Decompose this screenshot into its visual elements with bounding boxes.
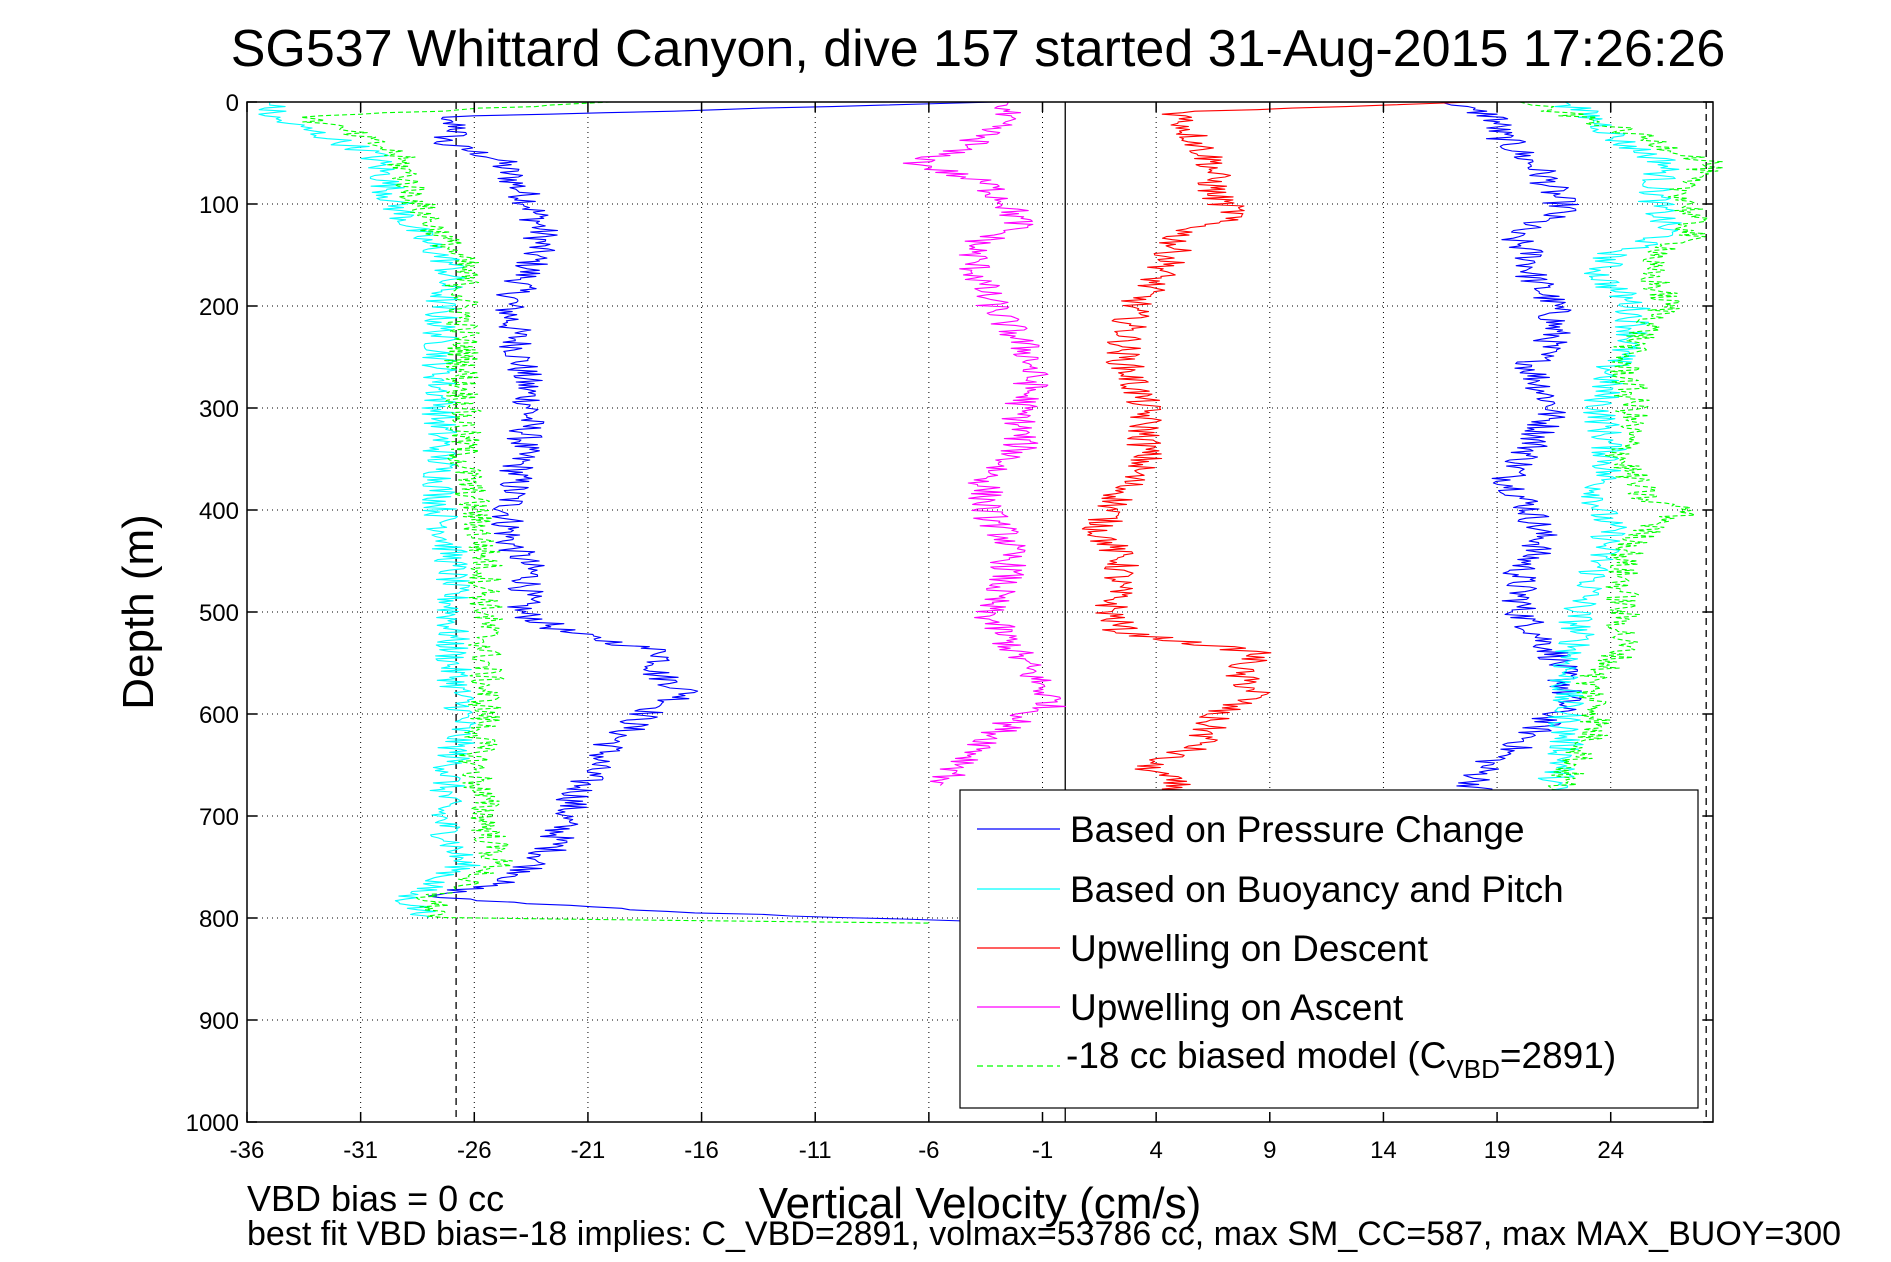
legend-label-buoyancy: Based on Buoyancy and Pitch	[1070, 869, 1564, 910]
y-axis-label: Depth (m)	[114, 514, 163, 710]
legend-label-pressure: Based on Pressure Change	[1070, 809, 1525, 850]
x-tick-label: -36	[230, 1137, 265, 1164]
y-tick-label: 100	[199, 192, 239, 219]
y-tick-label: 600	[199, 702, 239, 729]
x-tick-label: -21	[571, 1137, 606, 1164]
x-tick-label: 14	[1370, 1137, 1397, 1164]
x-tick-label: 9	[1263, 1137, 1276, 1164]
y-tick-label: 900	[199, 1008, 239, 1035]
series-line-5	[902, 101, 1067, 786]
x-tick-label: 4	[1149, 1137, 1162, 1164]
y-tick-label: 400	[199, 498, 239, 525]
y-tick-label: 800	[199, 906, 239, 933]
legend-label-model: -18 cc biased model (CVBD=2891)	[1066, 1035, 1616, 1084]
series-line-0	[428, 101, 1032, 924]
footer-best-fit: best fit VBD bias=-18 implies: C_VBD=289…	[247, 1215, 1841, 1253]
legend-label-model-suffix: =2891)	[1500, 1035, 1616, 1076]
y-tick-label: 500	[199, 600, 239, 627]
x-tick-label: -6	[918, 1137, 939, 1164]
series-line-7	[1519, 101, 1724, 817]
x-tick-label: -26	[457, 1137, 492, 1164]
y-tick-label: 0	[226, 90, 239, 117]
legend-box	[959, 789, 1699, 1109]
y-tick-label: 200	[199, 294, 239, 321]
x-tick-label: -11	[799, 1137, 832, 1164]
series-line-2	[258, 102, 481, 919]
x-tick-label: -31	[343, 1137, 378, 1164]
y-tick-label: 300	[199, 396, 239, 423]
legend-label-ascent: Upwelling on Ascent	[1070, 987, 1404, 1028]
x-tick-label: -16	[684, 1137, 719, 1164]
legend-label-model-prefix: -18 cc biased model (C	[1066, 1035, 1446, 1076]
y-tick-label: 700	[199, 804, 239, 831]
footer-vbd-bias: VBD bias = 0 cc	[247, 1178, 504, 1219]
series-line-6	[300, 101, 929, 924]
chart-title: SG537 Whittard Canyon, dive 157 started …	[231, 20, 1726, 78]
x-tick-label: 19	[1484, 1137, 1511, 1164]
y-tick-label: 1000	[186, 1110, 239, 1137]
series-line-4	[1081, 101, 1475, 797]
legend: Based on Pressure Change Based on Buoyan…	[959, 789, 1699, 1109]
legend-label-model-subscript: VBD	[1446, 1054, 1499, 1084]
x-axis-label: Vertical Velocity (cm/s)	[759, 1179, 1202, 1228]
series-line-3	[1533, 101, 1682, 817]
x-tick-label: 24	[1597, 1137, 1624, 1164]
legend-label-descent: Upwelling on Descent	[1070, 928, 1429, 969]
axis-ticks: -36 -31 -26 -21 -16 -11 -6 -1 4 9 14 19 24 0 100 200 300…	[186, 90, 1713, 1164]
data-series	[258, 101, 1724, 924]
series-line-1	[1440, 101, 1582, 817]
x-tick-label: -1	[1032, 1137, 1053, 1164]
